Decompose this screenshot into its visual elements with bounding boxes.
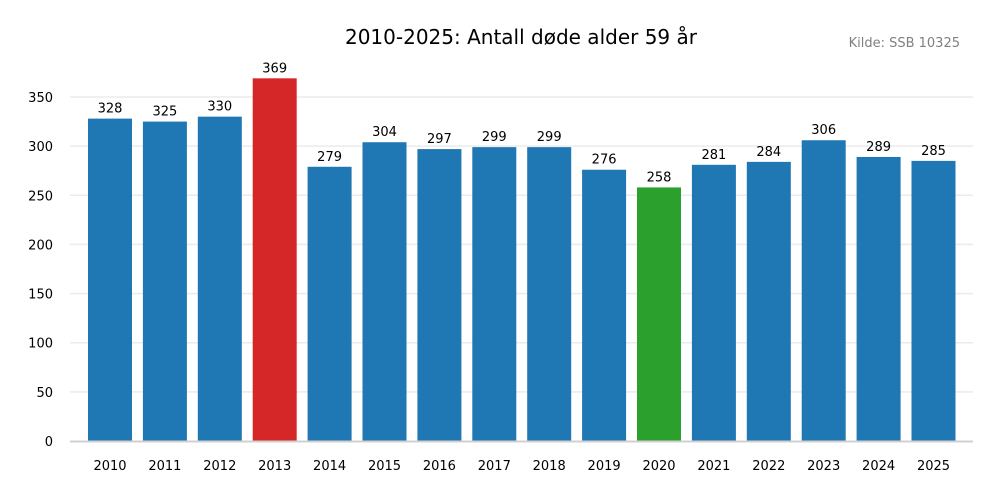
data-labels: 328 325 330 369 279 304 297 299 299 276 258 281 284 3… bbox=[98, 61, 946, 185]
data-label: 289 bbox=[866, 140, 891, 155]
x-tick-label: 2021 bbox=[697, 459, 730, 474]
x-tick-label: 2019 bbox=[588, 459, 621, 474]
x-tick-label: 2023 bbox=[807, 459, 840, 474]
bar-2019 bbox=[582, 169, 627, 441]
x-tick-label: 2013 bbox=[258, 459, 291, 474]
x-tick-label: 2020 bbox=[642, 459, 675, 474]
bar-2012 bbox=[197, 116, 242, 442]
bar-2016 bbox=[417, 149, 462, 441]
data-label: 369 bbox=[262, 61, 287, 76]
bar-2010 bbox=[88, 118, 132, 441]
x-tick-label: 2016 bbox=[423, 459, 456, 474]
x-tick-label: 2011 bbox=[148, 459, 181, 474]
bar-2014 bbox=[307, 166, 352, 442]
y-tick-label: 0 bbox=[45, 435, 53, 450]
bar-2017 bbox=[472, 147, 517, 441]
data-label: 299 bbox=[537, 130, 562, 145]
chart-title: 2010-2025: Antall døde alder 59 år bbox=[345, 25, 698, 49]
y-tick-label: 50 bbox=[36, 386, 53, 401]
bars bbox=[88, 78, 956, 442]
x-tick-label: 2012 bbox=[203, 459, 236, 474]
data-label: 299 bbox=[482, 130, 507, 145]
y-tick-label: 200 bbox=[28, 238, 53, 253]
data-label: 285 bbox=[921, 144, 946, 159]
data-label: 284 bbox=[756, 145, 781, 160]
x-tick-label: 2025 bbox=[917, 459, 950, 474]
bar-2022 bbox=[746, 161, 791, 441]
data-label: 306 bbox=[811, 123, 836, 138]
source-note: Kilde: SSB 10325 bbox=[849, 36, 960, 51]
x-tick-label: 2010 bbox=[93, 459, 126, 474]
bar-2011 bbox=[142, 121, 187, 442]
bar-2018 bbox=[527, 147, 572, 441]
y-tick-label: 100 bbox=[28, 337, 53, 352]
data-label: 328 bbox=[98, 102, 123, 117]
data-label: 325 bbox=[152, 105, 177, 120]
x-tick-label: 2017 bbox=[478, 459, 511, 474]
x-tick-label: 2014 bbox=[313, 459, 346, 474]
y-tick-label: 150 bbox=[28, 288, 53, 303]
data-label: 330 bbox=[207, 100, 232, 115]
x-tick-label: 2015 bbox=[368, 459, 401, 474]
bar-2025 bbox=[911, 160, 956, 441]
y-tick-labels: 0 50 100 150 200 250 300 350 bbox=[28, 91, 53, 450]
data-label: 304 bbox=[372, 125, 397, 140]
y-tick-label: 250 bbox=[28, 189, 53, 204]
bar-2021 bbox=[691, 164, 736, 441]
y-tick-label: 350 bbox=[28, 91, 53, 106]
x-tick-label: 2018 bbox=[533, 459, 566, 474]
x-tick-label: 2022 bbox=[752, 459, 785, 474]
bar-2024 bbox=[856, 156, 901, 441]
bar-2015 bbox=[362, 142, 407, 441]
bar-2023 bbox=[801, 140, 846, 441]
data-label: 258 bbox=[647, 170, 672, 185]
data-label: 279 bbox=[317, 150, 342, 165]
bar-2020 bbox=[637, 187, 681, 441]
bar-2013 bbox=[252, 78, 297, 441]
data-label: 281 bbox=[701, 148, 726, 163]
x-tick-labels: 2010 2011 2012 2013 2014 2015 2016 2017 2018 2019… bbox=[93, 459, 950, 474]
data-label: 297 bbox=[427, 132, 452, 147]
x-tick-label: 2024 bbox=[862, 459, 895, 474]
data-label: 276 bbox=[592, 153, 617, 168]
y-tick-label: 300 bbox=[28, 140, 53, 155]
